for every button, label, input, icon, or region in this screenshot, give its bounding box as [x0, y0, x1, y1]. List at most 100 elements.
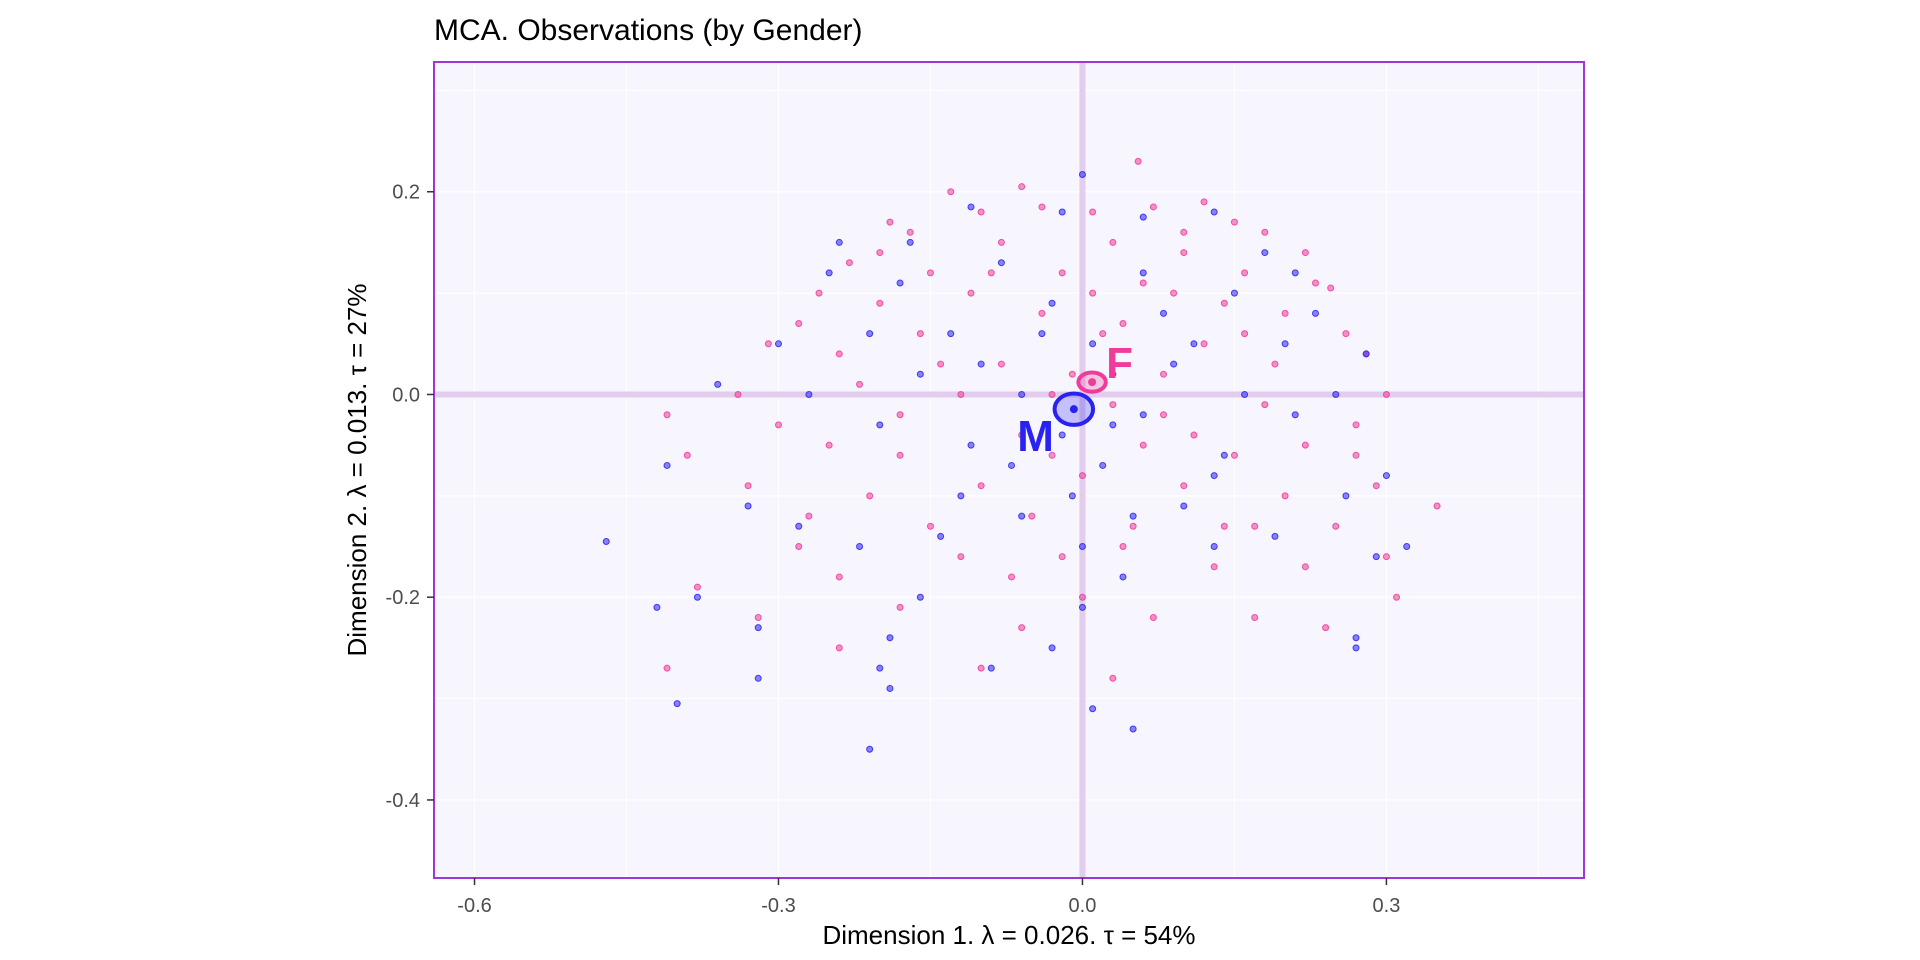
- data-point: [967, 289, 975, 297]
- y-tick-label: 0.2: [392, 182, 420, 204]
- data-point: [866, 492, 874, 500]
- data-point: [997, 360, 1005, 368]
- data-point: [1068, 370, 1076, 378]
- data-point: [896, 279, 904, 287]
- data-point: [876, 664, 884, 672]
- data-point: [1119, 320, 1127, 328]
- data-point: [754, 674, 762, 682]
- x-axis: -0.6 -0.3 0.0 0.3: [457, 878, 1400, 917]
- data-point: [1008, 461, 1016, 469]
- data-point: [856, 543, 864, 551]
- data-point: [937, 532, 945, 540]
- data-point: [1311, 279, 1319, 287]
- data-point: [835, 644, 843, 652]
- data-point: [977, 360, 985, 368]
- data-point: [1180, 482, 1188, 490]
- data-point: [1311, 309, 1319, 317]
- data-point: [663, 664, 671, 672]
- data-point: [886, 634, 894, 642]
- data-point: [1190, 340, 1198, 348]
- data-point: [1352, 634, 1360, 642]
- data-point: [957, 492, 965, 500]
- data-point: [916, 370, 924, 378]
- data-point: [1119, 573, 1127, 581]
- data-point: [876, 299, 884, 307]
- data-point: [1109, 238, 1117, 246]
- group-mean-m: [1069, 405, 1078, 414]
- data-point: [1220, 451, 1228, 459]
- data-point: [835, 350, 843, 358]
- data-point: [916, 593, 924, 601]
- data-point: [1241, 390, 1249, 398]
- data-point: [1393, 593, 1401, 601]
- data-point: [1078, 593, 1086, 601]
- data-point: [1129, 725, 1137, 733]
- data-point: [977, 208, 985, 216]
- data-point: [1332, 390, 1340, 398]
- data-point: [977, 664, 985, 672]
- data-point: [1301, 441, 1309, 449]
- group-means: FM: [1017, 339, 1133, 461]
- data-point: [835, 238, 843, 246]
- data-point: [997, 259, 1005, 267]
- data-point: [1048, 299, 1056, 307]
- data-point: [937, 360, 945, 368]
- data-point: [1038, 309, 1046, 317]
- data-point: [1078, 603, 1086, 611]
- plot-panel-border: [433, 61, 1585, 879]
- data-point: [663, 411, 671, 419]
- data-point: [1068, 492, 1076, 500]
- data-point: [1018, 512, 1026, 520]
- data-point: [1048, 644, 1056, 652]
- data-point: [754, 613, 762, 621]
- data-point: [1362, 350, 1370, 358]
- data-point: [1251, 613, 1259, 621]
- data-point: [693, 583, 701, 591]
- data-point: [764, 340, 772, 348]
- data-point: [1160, 309, 1168, 317]
- data-point: [815, 289, 823, 297]
- data-point: [1382, 390, 1390, 398]
- data-point: [866, 745, 874, 753]
- data-point: [947, 188, 955, 196]
- data-point: [1382, 553, 1390, 561]
- data-point: [1139, 213, 1147, 221]
- data-point: [1028, 512, 1036, 520]
- data-point: [1109, 674, 1117, 682]
- data-point: [1048, 451, 1056, 459]
- data-point: [1200, 340, 1208, 348]
- data-point: [886, 218, 894, 226]
- data-point: [1332, 522, 1340, 530]
- data-point: [1129, 512, 1137, 520]
- group-label-f: F: [1106, 339, 1133, 388]
- data-point: [866, 330, 874, 338]
- data-point: [1089, 289, 1097, 297]
- data-point: [1139, 269, 1147, 277]
- data-point: [1342, 492, 1350, 500]
- data-point: [734, 390, 742, 398]
- y-tick-label: 0.0: [392, 384, 420, 406]
- data-point: [1160, 411, 1168, 419]
- y-axis: -0.4 -0.2 0.0 0.2: [386, 182, 434, 812]
- data-point: [1281, 492, 1289, 500]
- data-point: [1119, 543, 1127, 551]
- data-point: [673, 700, 681, 708]
- plot-panel: [434, 62, 1584, 878]
- x-tick-label: 0.0: [1069, 895, 1097, 917]
- data-point: [835, 573, 843, 581]
- data-point: [1038, 330, 1046, 338]
- data-point: [1352, 644, 1360, 652]
- data-point: [1190, 431, 1198, 439]
- group-mean-f: [1088, 378, 1097, 387]
- data-point: [1271, 360, 1279, 368]
- data-point: [602, 537, 610, 545]
- data-point: [1261, 249, 1269, 257]
- data-points: [602, 157, 1441, 753]
- data-point: [947, 330, 955, 338]
- data-point: [1382, 472, 1390, 480]
- data-point: [1170, 289, 1178, 297]
- data-point: [1301, 563, 1309, 571]
- data-point: [906, 238, 914, 246]
- data-point: [1230, 218, 1238, 226]
- data-point: [1018, 390, 1026, 398]
